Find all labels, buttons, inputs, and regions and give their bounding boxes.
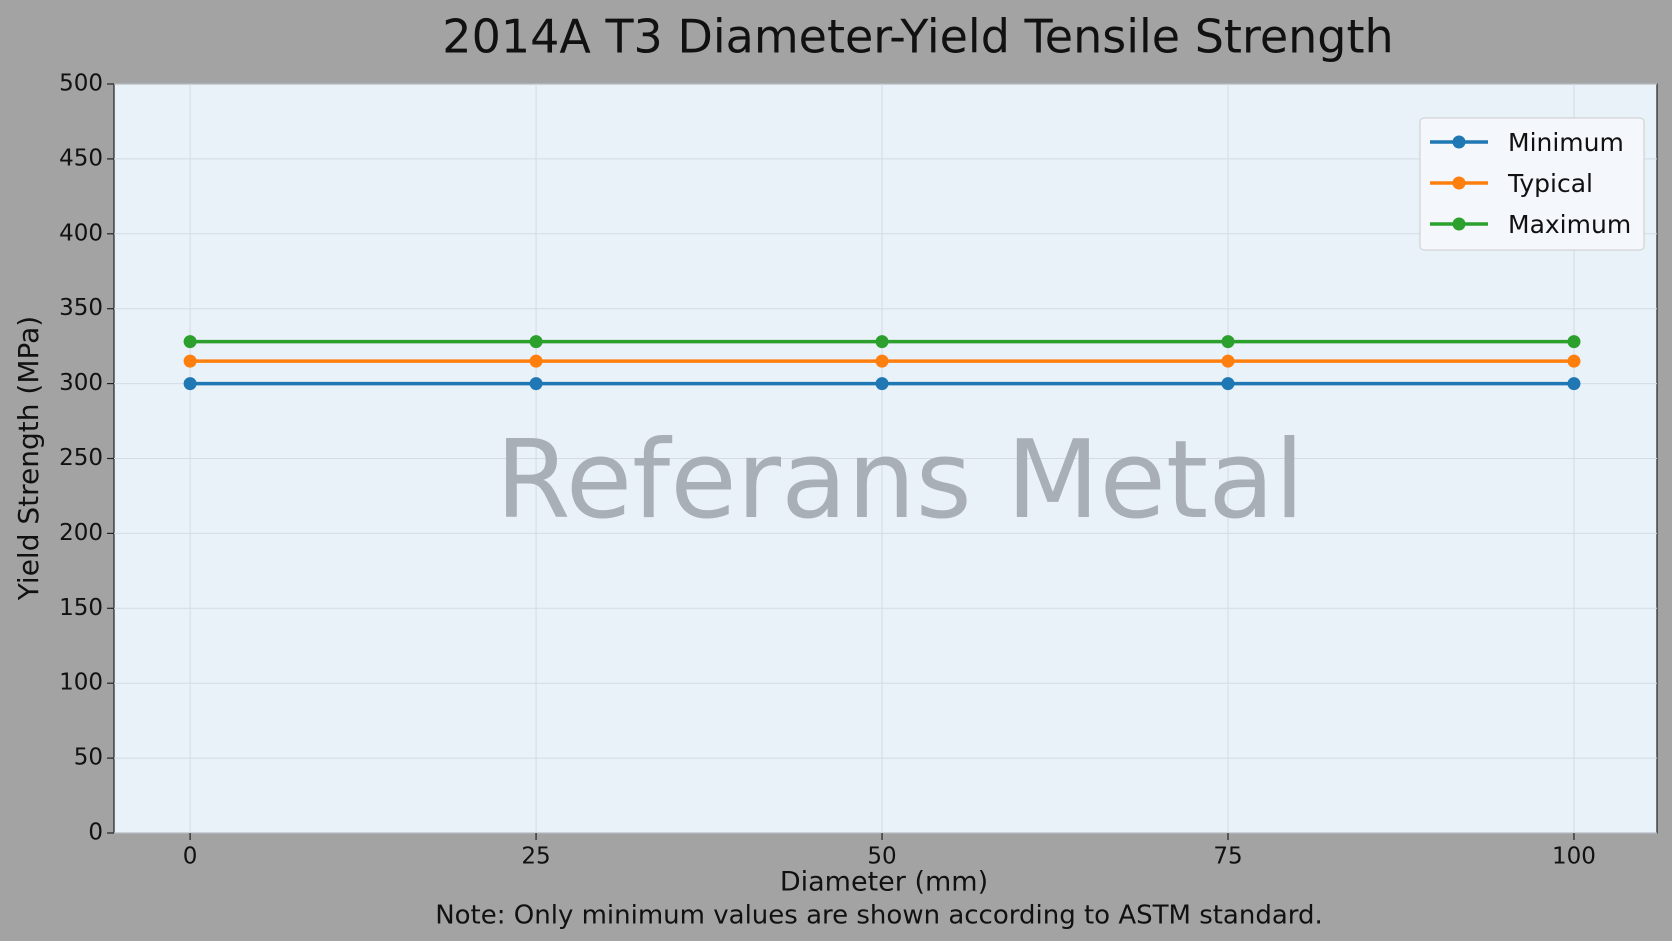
y-tick-label: 150 [59, 595, 103, 621]
data-point [1567, 335, 1581, 349]
x-axis-label: Diameter (mm) [780, 867, 988, 898]
note: Note: Only minimum values are shown acco… [435, 901, 1323, 931]
legend-label: Maximum [1508, 210, 1631, 239]
legend-marker [1452, 176, 1466, 190]
y-tick-label: 300 [59, 370, 103, 396]
data-point [183, 335, 197, 349]
x-tick-label: 0 [183, 844, 198, 870]
data-point [875, 354, 889, 368]
y-tick-label: 200 [59, 520, 103, 546]
data-point [1567, 377, 1581, 391]
legend-marker [1452, 135, 1466, 149]
data-point [1221, 377, 1235, 391]
x-tick-label: 100 [1552, 844, 1596, 870]
legend-box [1419, 117, 1645, 251]
x-tick-label: 25 [521, 844, 550, 870]
y-tick-label: 50 [74, 745, 103, 771]
y-axis-label: Yield Strength (MPa) [12, 316, 45, 601]
y-tick-label: 250 [59, 445, 103, 471]
y-tick-label: 450 [59, 145, 103, 171]
x-tick-label: 50 [867, 844, 896, 870]
data-point [529, 335, 543, 349]
x-tick-label: 75 [1213, 844, 1242, 870]
legend-marker [1452, 217, 1466, 231]
data-point [529, 377, 543, 391]
watermark: Referans Metal [496, 418, 1305, 543]
y-tick-label: 0 [88, 820, 103, 846]
data-point [183, 377, 197, 391]
data-point [529, 354, 543, 368]
y-tick-label: 350 [59, 295, 103, 321]
data-point [875, 335, 889, 349]
legend-label: Minimum [1508, 128, 1624, 157]
data-point [183, 354, 197, 368]
y-tick-label: 100 [59, 670, 103, 696]
y-tick-label: 500 [59, 71, 103, 97]
data-point [1221, 354, 1235, 368]
data-point [1567, 354, 1581, 368]
data-point [1221, 335, 1235, 349]
y-tick-label: 400 [59, 220, 103, 246]
data-point [875, 377, 889, 391]
chart-title: 2014A T3 Diameter-Yield Tensile Strength [442, 10, 1393, 64]
legend-label: Typical [1507, 169, 1593, 198]
